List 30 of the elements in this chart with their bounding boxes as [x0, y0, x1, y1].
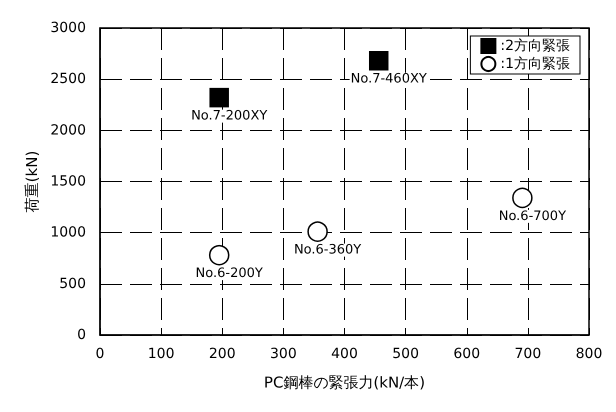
- x-tick-label: 300: [270, 346, 297, 362]
- annotation: No.6-360Y: [294, 242, 362, 258]
- annotation: No.7-460XY: [350, 72, 427, 87]
- legend-label: :1方向緊張: [500, 56, 570, 72]
- point: [512, 188, 533, 208]
- legend-label: :2方向緊張: [500, 38, 570, 54]
- point: [307, 221, 328, 242]
- x-tick-label: 700: [514, 346, 542, 362]
- annotation: No.6-700Y: [498, 208, 566, 224]
- annotation: No.6-200Y: [196, 266, 263, 282]
- y-tick-label: 2000: [50, 122, 86, 138]
- y-tick-label: 1000: [50, 224, 86, 241]
- y-tick-label: 2500: [50, 71, 86, 88]
- y-tick-label: 1500: [50, 174, 86, 190]
- point: [368, 50, 388, 70]
- x-tick-label: 500: [392, 346, 419, 362]
- x-tick-label: 400: [331, 346, 358, 362]
- y-tick-label: 3000: [50, 20, 86, 36]
- y-tick-label: 0: [77, 327, 86, 343]
- x-tick-label: 200: [208, 346, 236, 362]
- y-tick-label: 500: [59, 276, 86, 292]
- y-axis-title: 荷重(kN): [22, 150, 41, 212]
- annotation: No.7-200XY: [191, 108, 268, 124]
- point: [208, 244, 230, 266]
- x-tick-label: 100: [148, 346, 174, 362]
- point: [209, 88, 229, 108]
- x-tick-label: 0: [96, 346, 104, 362]
- x-tick-label: 800: [576, 346, 602, 362]
- x-axis-title: PC鋼棒の緊張力(kN/本): [264, 374, 426, 392]
- x-tick-label: 600: [453, 346, 480, 362]
